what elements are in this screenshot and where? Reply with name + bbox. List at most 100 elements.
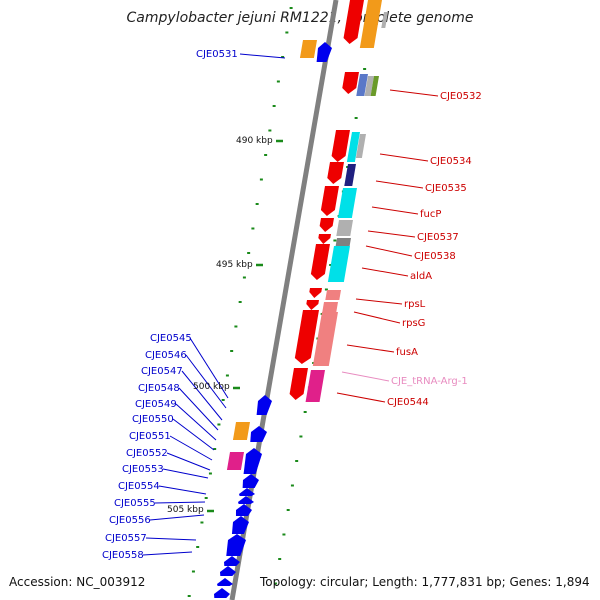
gene-label-fucP: fucP: [420, 209, 441, 220]
gene-label-CJE0547: CJE0547: [141, 366, 183, 377]
gene-label-CJE0555: CJE0555: [114, 498, 156, 509]
gene-box-pink: [322, 302, 338, 312]
gene-arrow-CJE0549: [243, 448, 262, 474]
gene-label-aldA: aldA: [410, 271, 432, 282]
gene-label-CJE0552: CJE0552: [126, 448, 168, 459]
gene-box-cyan: [346, 132, 360, 162]
gene-box-darkgray: [335, 238, 351, 246]
gene-box-navy: [344, 164, 356, 186]
label-leader-lines: [142, 53, 439, 556]
leader-line-plus: [371, 206, 419, 215]
gene-label-CJE0554: CJE0554: [118, 481, 160, 492]
leader-line-minus: [166, 452, 211, 471]
leader-line-plus: [353, 311, 401, 324]
gene-box-gray: [381, 12, 388, 28]
gene-box-cyan: [337, 188, 357, 218]
leader-line-minus: [169, 435, 213, 461]
gene-arrow-CJE0551: [242, 474, 259, 488]
gene-arrow-CJE0555: [235, 504, 252, 516]
scale-label-490: 490 kbp: [236, 136, 273, 146]
gene-box-gray: [364, 76, 374, 96]
gene-label-CJE0531: CJE0531: [196, 49, 238, 60]
gene-label-CJE0544: CJE0544: [387, 397, 429, 408]
gene-box-pink: [325, 290, 341, 300]
gene-label-CJE0557: CJE0557: [105, 533, 147, 544]
gene-arrow-fusA: [294, 310, 319, 364]
gene-label-CJE_tRNA-Arg-1: CJE_tRNA-Arg-1: [391, 376, 468, 387]
gene-label-CJE0545: CJE0545: [150, 333, 192, 344]
leader-line-plus: [361, 267, 409, 277]
gene-label-rpsG: rpsG: [402, 318, 425, 329]
gene-box-green: [370, 76, 379, 96]
leader-line-minus: [175, 403, 217, 441]
gene-arrow-CJE0553: [239, 488, 255, 496]
leader-line-minus: [172, 418, 215, 451]
gene-label-CJE0546: CJE0546: [145, 350, 187, 361]
gene-arrow-rpsL: [309, 288, 322, 298]
scale-label-500: 500 kbp: [193, 382, 230, 392]
gene-box-gray: [336, 220, 353, 236]
leader-line-plus: [375, 180, 424, 189]
scale-labels: 490 kbp 495 kbp 500 kbp 505 kbp: [167, 136, 273, 515]
gene-label-CJE0532: CJE0532: [440, 91, 482, 102]
gene-arrow-CJE0544: [289, 368, 308, 400]
leader-line-minus: [158, 485, 207, 495]
gene-arrow-CJE0558: [224, 556, 240, 566]
gene-label-rpsL: rpsL: [404, 299, 426, 310]
gene-features: [214, 0, 388, 598]
leader-line-minus: [162, 468, 209, 479]
accession-text: Accession: NC_003912: [9, 575, 146, 589]
gene-box-slate: [356, 74, 368, 96]
gene-box-orange: [299, 40, 317, 58]
gene-arrow-minus: [217, 578, 233, 586]
gene-arrow-minus: [220, 566, 236, 576]
topology-text: Topology: circular; Length: 1,777,831 bp…: [260, 575, 590, 589]
leader-line-plus: [355, 298, 403, 305]
leader-line-CJE0531: [239, 53, 286, 59]
gene-label-CJE0534: CJE0534: [430, 156, 472, 167]
gene-arrow-CJE0531: [316, 42, 332, 62]
gene-arrow-CJE0538: [318, 234, 331, 244]
gene-arrow-CJE0557: [226, 534, 246, 556]
gene-label-CJE0558: CJE0558: [102, 550, 144, 561]
leader-line-plus: [379, 153, 429, 162]
gene-box-magenta: [226, 452, 244, 470]
gene-arrow-CJE0547: [250, 426, 267, 442]
gene-label-CJE0538: CJE0538: [414, 251, 456, 262]
leader-line-minus: [149, 514, 205, 521]
gene-arrow-rpsG: [306, 300, 319, 310]
leader-line-minus: [154, 501, 206, 504]
gene-arrow-aldA: [310, 244, 330, 280]
gene-arrow-CJE0532: [342, 72, 359, 94]
leader-line-plus: [365, 245, 413, 257]
leader-line-minus: [145, 537, 197, 541]
gene-labels: CJE0531 CJE0545 CJE0546 CJE0547 CJE0548 …: [102, 49, 482, 561]
gene-arrow-plus: [343, 0, 364, 44]
gene-arrow-fucP: [320, 186, 339, 216]
leader-line-plus: [346, 344, 395, 353]
gene-box-cyan: [327, 246, 350, 282]
gene-arrow-CJE0554: [238, 496, 254, 504]
leader-line-minus: [178, 387, 219, 431]
gene-label-CJE0550: CJE0550: [132, 414, 174, 425]
gene-label-CJE0553: CJE0553: [122, 464, 164, 475]
gene-box-orange: [359, 0, 382, 48]
gene-label-CJE0549: CJE0549: [135, 399, 177, 410]
leader-line-minus: [181, 370, 223, 421]
gene-arrow-CJE0545: [256, 395, 272, 415]
scale-label-495: 495 kbp: [216, 260, 253, 270]
gene-arrow-CJE0556: [231, 516, 249, 534]
gene-label-CJE0556: CJE0556: [109, 515, 151, 526]
gene-label-CJE0548: CJE0548: [138, 383, 180, 394]
gene-label-CJE0551: CJE0551: [129, 431, 171, 442]
leader-line-CJE_tRNA-Arg-1: [341, 371, 390, 382]
gene-box-gray: [355, 134, 366, 158]
gene-arrow-CJE0534: [331, 130, 350, 162]
leader-line-minus: [189, 337, 229, 399]
scale-label-505: 505 kbp: [167, 505, 204, 515]
gene-box-magenta: [305, 370, 325, 402]
gene-box-pink: [312, 312, 338, 366]
gene-label-CJE0535: CJE0535: [425, 183, 467, 194]
gene-arrow-minus: [214, 588, 230, 598]
